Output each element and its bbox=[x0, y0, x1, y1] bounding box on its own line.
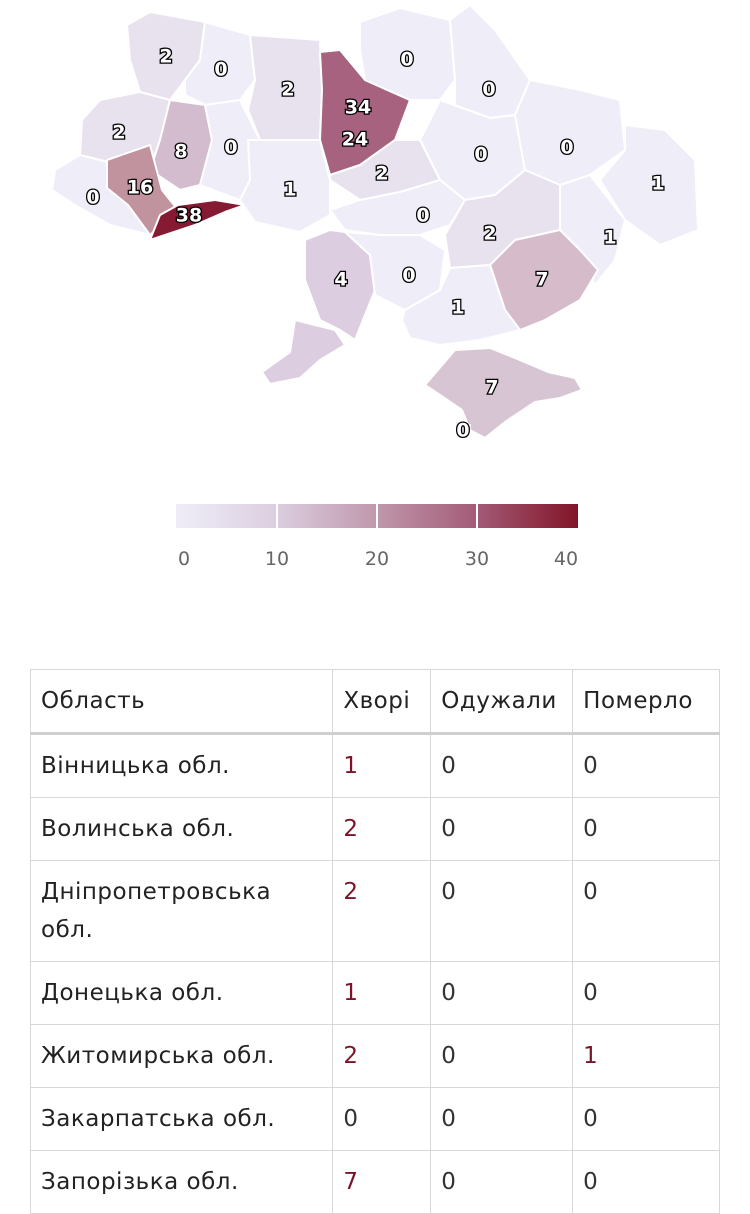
recovered-count-cell: 0 bbox=[430, 961, 574, 1025]
died-count-cell: 0 bbox=[572, 733, 720, 798]
recovered-count-cell: 0 bbox=[430, 1087, 574, 1151]
region-value-label: 0 bbox=[400, 49, 413, 71]
recovered-count-cell: 0 bbox=[430, 860, 574, 962]
table-row: Вінницька обл. 1 0 0 bbox=[29, 733, 720, 798]
sick-count-cell: 7 bbox=[332, 1150, 432, 1214]
died-count-cell: 1 bbox=[572, 1024, 720, 1088]
region-stats-table: Область Хворі Одужали Померло Вінницька … bbox=[29, 669, 720, 1214]
region-name-cell: Волинська обл. bbox=[29, 797, 334, 861]
recovered-count-cell: 0 bbox=[430, 797, 574, 861]
died-count-cell: 0 bbox=[572, 860, 720, 962]
sick-count-cell: 1 bbox=[332, 733, 432, 798]
sick-count-cell: 2 bbox=[332, 860, 432, 962]
legend-divider bbox=[376, 504, 378, 528]
region-name-cell: Житомирська обл. bbox=[29, 1024, 334, 1088]
region-value-label: 8 bbox=[174, 141, 187, 163]
region-value-label: 4 bbox=[334, 269, 347, 291]
region-value-label: 0 bbox=[456, 420, 469, 442]
region-value-label: 34 bbox=[345, 97, 371, 119]
legend-divider bbox=[476, 504, 478, 528]
sick-count-cell: 2 bbox=[332, 797, 432, 861]
region-value-label: 1 bbox=[651, 173, 664, 195]
recovered-count-cell: 0 bbox=[430, 733, 574, 798]
died-count-cell: 0 bbox=[572, 797, 720, 861]
column-header-sick[interactable]: Хворі bbox=[332, 669, 432, 735]
region-value-label: 1 bbox=[603, 227, 616, 249]
region-value-label: 2 bbox=[375, 163, 388, 185]
region-odesa-south[interactable] bbox=[261, 319, 346, 385]
sick-count-cell: 1 bbox=[332, 961, 432, 1025]
region-value-label: 1 bbox=[451, 297, 464, 319]
region-value-label: 7 bbox=[485, 377, 498, 399]
legend-tick-label: 30 bbox=[464, 548, 490, 570]
region-name-cell: Дніпропетровська обл. bbox=[29, 860, 334, 962]
died-count-cell: 0 bbox=[572, 1150, 720, 1214]
region-value-label: 16 bbox=[127, 177, 153, 199]
color-legend: 0 10 20 30 40 bbox=[176, 504, 578, 584]
region-odesa[interactable] bbox=[304, 229, 376, 341]
column-header-died[interactable]: Померло bbox=[572, 669, 720, 735]
legend-tick-label: 10 bbox=[264, 548, 290, 570]
region-stats-table-wrapper: Область Хворі Одужали Померло Вінницька … bbox=[29, 669, 720, 1214]
region-value-label: 0 bbox=[416, 205, 429, 227]
region-kherson[interactable] bbox=[401, 264, 521, 346]
legend-tick-label: 0 bbox=[177, 548, 191, 570]
legend-divider bbox=[276, 504, 278, 528]
region-value-label: 24 bbox=[342, 129, 368, 151]
region-value-label: 7 bbox=[535, 269, 548, 291]
region-value-label: 0 bbox=[560, 137, 573, 159]
table-row: Донецька обл. 1 0 0 bbox=[29, 961, 720, 1025]
sick-count-cell: 2 bbox=[332, 1024, 432, 1088]
table-row: Закарпатська обл. 0 0 0 bbox=[29, 1087, 720, 1151]
region-luhansk[interactable] bbox=[599, 124, 699, 246]
region-value-label: 1 bbox=[283, 179, 296, 201]
region-crimea[interactable] bbox=[424, 347, 583, 439]
sick-count-cell: 0 bbox=[332, 1087, 432, 1151]
recovered-count-cell: 0 bbox=[430, 1150, 574, 1214]
legend-tick-label: 40 bbox=[553, 548, 579, 570]
region-name-cell: Закарпатська обл. bbox=[29, 1087, 334, 1151]
recovered-count-cell: 0 bbox=[430, 1024, 574, 1088]
region-value-label: 0 bbox=[214, 59, 227, 81]
region-chernivtsi[interactable] bbox=[149, 199, 246, 241]
died-count-cell: 0 bbox=[572, 1087, 720, 1151]
table-row: Волинська обл. 2 0 0 bbox=[29, 797, 720, 861]
region-vinnytsia[interactable] bbox=[239, 139, 331, 233]
region-name-cell: Вінницька обл. bbox=[29, 733, 334, 798]
region-value-label: 2 bbox=[483, 223, 496, 245]
table-row: Запорізька обл. 7 0 0 bbox=[29, 1150, 720, 1214]
region-sevastopol[interactable] bbox=[454, 419, 471, 439]
died-count-cell: 0 bbox=[572, 961, 720, 1025]
legend-tick-label: 20 bbox=[364, 548, 390, 570]
region-sumy[interactable] bbox=[449, 4, 531, 119]
region-value-label: 2 bbox=[281, 79, 294, 101]
region-value-label: 0 bbox=[402, 265, 415, 287]
region-value-label: 0 bbox=[474, 144, 487, 166]
region-name-cell: Донецька обл. bbox=[29, 961, 334, 1025]
table-row: Житомирська обл. 2 0 1 bbox=[29, 1024, 720, 1088]
table-row: Дніпропетровська обл. 2 0 0 bbox=[29, 860, 720, 962]
table-header-row: Область Хворі Одужали Померло bbox=[29, 669, 720, 735]
region-value-label: 0 bbox=[482, 79, 495, 101]
column-header-region[interactable]: Область bbox=[29, 669, 334, 735]
region-value-label: 38 bbox=[176, 205, 202, 227]
region-value-label: 0 bbox=[86, 187, 99, 209]
region-value-label: 2 bbox=[159, 46, 172, 68]
region-value-label: 2 bbox=[112, 122, 125, 144]
column-header-recovered[interactable]: Одужали bbox=[430, 669, 574, 735]
region-name-cell: Запорізька обл. bbox=[29, 1150, 334, 1214]
region-value-label: 0 bbox=[224, 137, 237, 159]
